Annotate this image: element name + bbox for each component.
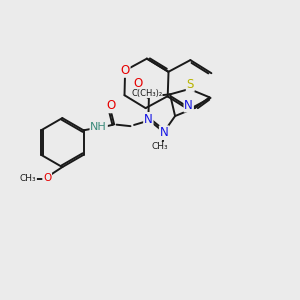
Text: S: S — [187, 78, 194, 91]
Text: NH: NH — [90, 122, 107, 132]
Text: O: O — [43, 173, 51, 183]
Text: O: O — [133, 77, 142, 90]
Text: CH₃: CH₃ — [151, 142, 168, 152]
Text: O: O — [121, 64, 130, 77]
Text: O: O — [106, 99, 116, 112]
Text: N: N — [144, 113, 153, 126]
Text: N: N — [160, 126, 169, 139]
Text: C(CH₃)₂: C(CH₃)₂ — [131, 89, 162, 98]
Text: N: N — [184, 99, 193, 112]
Text: CH₃: CH₃ — [20, 174, 37, 183]
